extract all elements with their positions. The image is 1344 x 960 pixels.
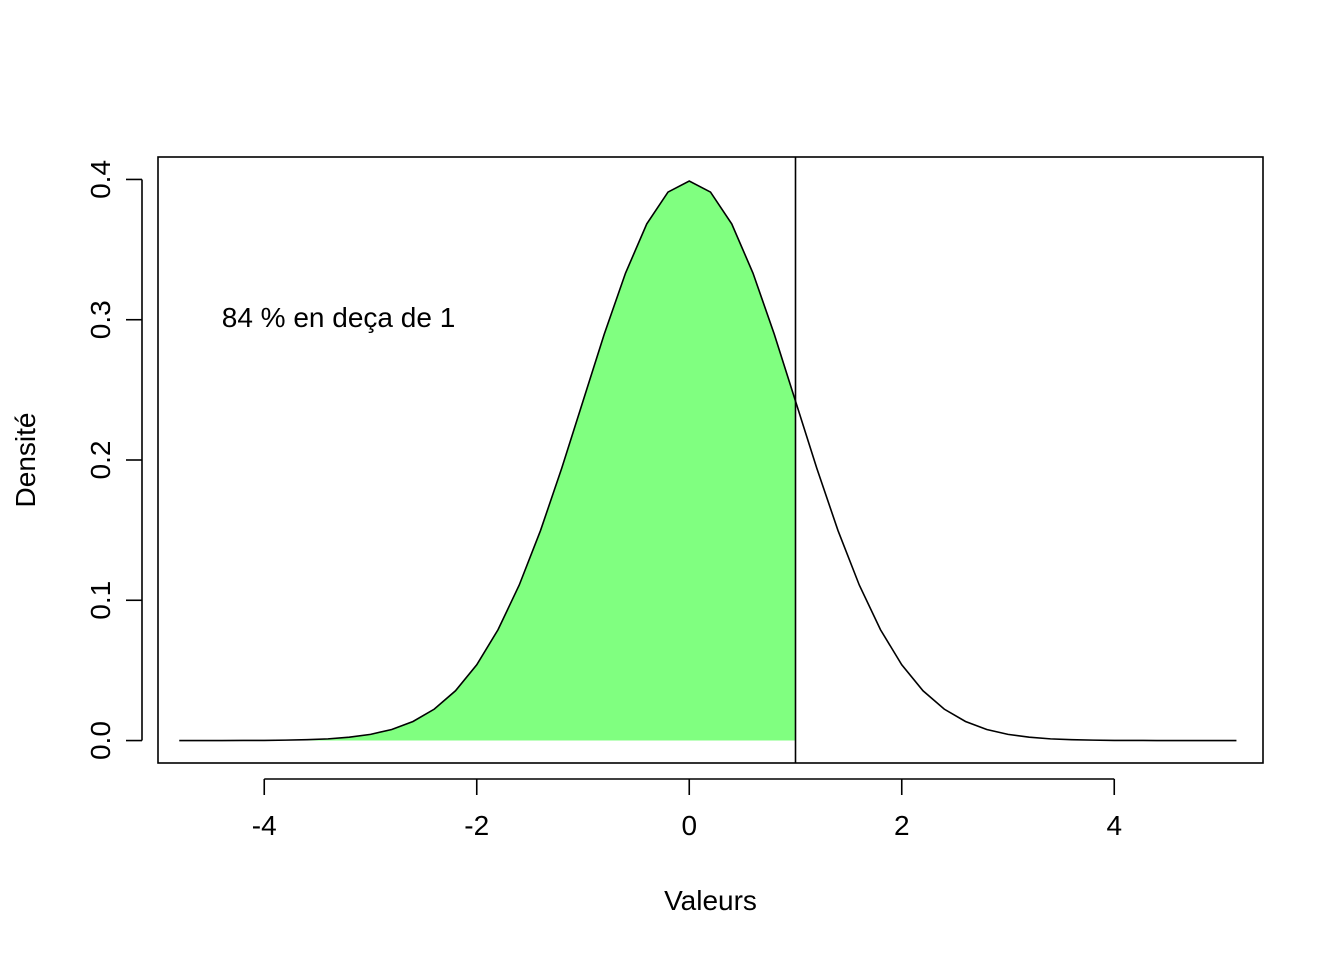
y-axis-label: Densité bbox=[10, 413, 41, 508]
annotation-text: 84 % en deça de 1 bbox=[222, 302, 456, 333]
y-tick-label: 0.2 bbox=[85, 441, 116, 480]
y-tick-label: 0.1 bbox=[85, 581, 116, 620]
x-tick-label: 2 bbox=[894, 810, 910, 841]
x-axis-label: Valeurs bbox=[664, 885, 757, 916]
x-tick-label: -4 bbox=[252, 810, 277, 841]
shaded-area bbox=[179, 180, 796, 741]
y-tick-label: 0.3 bbox=[85, 300, 116, 339]
x-axis: -4 -2 0 2 4 bbox=[252, 778, 1122, 841]
y-tick-label: 0.0 bbox=[85, 721, 116, 760]
y-tick-label: 0.4 bbox=[85, 160, 116, 199]
x-tick-label: 4 bbox=[1106, 810, 1122, 841]
y-axis: 0.0 0.1 0.2 0.3 0.4 bbox=[85, 160, 143, 760]
x-tick-label: -2 bbox=[464, 810, 489, 841]
x-tick-label: 0 bbox=[681, 810, 697, 841]
density-curve bbox=[179, 180, 1237, 742]
plot-frame bbox=[157, 156, 1264, 764]
